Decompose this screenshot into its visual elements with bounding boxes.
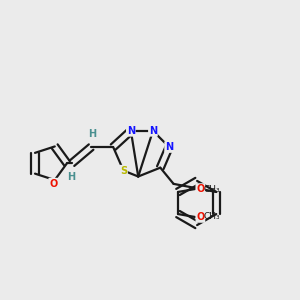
Text: O: O bbox=[196, 212, 205, 222]
Text: O: O bbox=[196, 184, 205, 194]
Text: N: N bbox=[149, 126, 157, 136]
Text: CH₃: CH₃ bbox=[203, 184, 220, 194]
Text: H: H bbox=[67, 172, 75, 182]
Text: N: N bbox=[165, 142, 173, 152]
Text: O: O bbox=[49, 178, 57, 189]
Text: H: H bbox=[88, 129, 96, 139]
Text: N: N bbox=[127, 126, 135, 136]
Text: S: S bbox=[120, 166, 127, 176]
Text: CH₃: CH₃ bbox=[203, 212, 220, 221]
